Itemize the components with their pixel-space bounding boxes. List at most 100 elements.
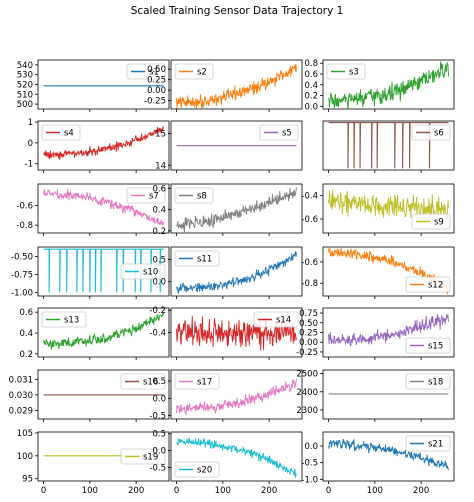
x-tick-label: 0: [326, 486, 331, 496]
legend-label: s10: [143, 268, 158, 278]
axes-frame: [170, 431, 303, 482]
legend-box: [174, 187, 214, 204]
axes-frame: [37, 431, 170, 482]
series-line-s8: [176, 187, 297, 233]
y-tick-label: 0.030: [9, 391, 33, 401]
legend-label: s20: [197, 466, 212, 476]
panel-s4: -1 0 1 s4: [25, 118, 170, 173]
legend-box: [405, 337, 451, 354]
series-line-s7: [43, 188, 164, 226]
y-tick-label: -0.6: [301, 258, 318, 268]
series-line-s11: [176, 250, 297, 294]
legend-label: s1: [149, 68, 159, 78]
legend: s20: [174, 461, 220, 478]
y-tick-label: -0.8: [301, 279, 318, 289]
panel-s15: -0.250.000.250.500.75 s15: [296, 307, 455, 360]
panel-s19: 95 100 105 0 100 200 s19: [17, 429, 170, 496]
legend-box: [405, 276, 451, 293]
legend-box: [126, 63, 166, 80]
y-tick-label: -0.8: [16, 221, 33, 231]
legend-label: s18: [428, 378, 443, 388]
series-line-s14: [176, 315, 297, 351]
y-tick-label: 105: [17, 429, 33, 439]
series-line-s20: [176, 437, 297, 478]
legend: s6: [411, 124, 451, 141]
series-line-s10: [43, 248, 164, 293]
axes-frame: [322, 183, 455, 234]
panel-s17: -0.5 0.0 0.5 s17: [149, 369, 303, 422]
y-tick-label: -0.6: [301, 215, 318, 225]
y-tick-label: 0.00: [299, 338, 318, 348]
legend: s17: [174, 373, 220, 390]
y-tick-label: 520: [17, 81, 33, 91]
y-tick-label: 0.031: [9, 375, 33, 385]
y-tick-label: 0.25: [299, 329, 318, 339]
axes-frame: [170, 369, 303, 420]
legend: s10: [120, 263, 166, 280]
legend: s18: [405, 373, 451, 390]
y-tick-label: -0.5: [149, 412, 166, 422]
panel-s8: 0.2 0.4 0.6 s8: [152, 183, 303, 237]
legend-label: s17: [197, 378, 212, 388]
legend-label: s3: [349, 68, 359, 78]
legend-box: [120, 373, 166, 390]
y-tick-label: 540: [17, 61, 33, 71]
legend-label: s19: [143, 453, 158, 463]
y-tick-label: 0.5: [152, 430, 166, 440]
y-tick-label: 0.6: [19, 308, 33, 318]
y-tick-label: -0.5: [301, 459, 318, 469]
y-tick-label: 0.029: [9, 406, 33, 416]
panel-s5: 14 15 s5: [155, 120, 303, 173]
y-tick-label: 530: [17, 71, 33, 81]
x-tick-label: 200: [261, 486, 277, 496]
series-line-s3: [328, 61, 449, 110]
y-tick-label: -1.0: [301, 475, 318, 485]
y-tick-label: 0.4: [19, 329, 33, 339]
legend-box: [174, 63, 214, 80]
series-line-s4: [43, 126, 164, 160]
y-tick-label: 0.5: [152, 377, 166, 387]
axes-frame: [37, 120, 170, 171]
legend: s19: [120, 448, 166, 465]
y-tick-label: -0.5: [149, 463, 166, 473]
x-tick-label: 100: [367, 486, 383, 496]
legend-box: [120, 448, 166, 465]
legend-box: [174, 461, 220, 478]
legend-box: [41, 124, 81, 141]
legend-box: [411, 213, 451, 230]
panel-s14: -0.4 -0.2 s14: [149, 306, 303, 360]
legend: s4: [41, 124, 81, 141]
y-tick-label: 0.50: [147, 65, 166, 75]
y-tick-label: 14: [155, 161, 166, 171]
legend-label: s5: [282, 129, 292, 139]
legend-label: s16: [143, 378, 158, 388]
legend: s5: [259, 124, 299, 141]
axes-frame: [37, 246, 170, 297]
x-tick-label: 0: [41, 486, 46, 496]
legend-label: s21: [428, 440, 443, 450]
y-tick-label: 0.2: [304, 92, 318, 102]
y-tick-label: -1: [25, 160, 33, 170]
figure-title: Scaled Training Sensor Data Trajectory 1: [131, 5, 344, 17]
series-line-s2: [176, 64, 297, 109]
legend-label: s4: [64, 129, 74, 139]
y-tick-label: 0.75: [299, 309, 318, 319]
panel-s6: s6: [322, 120, 455, 173]
legend-box: [326, 63, 366, 80]
panel-s20: -0.5 0.0 0.5 0 100 200 s20: [149, 430, 303, 496]
axes-frame: [322, 246, 455, 297]
legend-label: s14: [276, 316, 291, 326]
legend-box: [174, 250, 220, 267]
y-tick-label: 0.2: [152, 227, 166, 237]
y-tick-label: 0.0: [152, 278, 166, 288]
legend: s12: [405, 276, 451, 293]
y-tick-label: -1.00: [11, 288, 33, 298]
legend: s9: [411, 213, 451, 230]
legend-box: [405, 435, 451, 452]
legend-label: s2: [197, 68, 207, 78]
y-tick-label: -0.50: [11, 252, 33, 262]
legend-label: s6: [434, 129, 444, 139]
legend-label: s11: [197, 255, 212, 265]
y-tick-label: 510: [17, 90, 33, 100]
